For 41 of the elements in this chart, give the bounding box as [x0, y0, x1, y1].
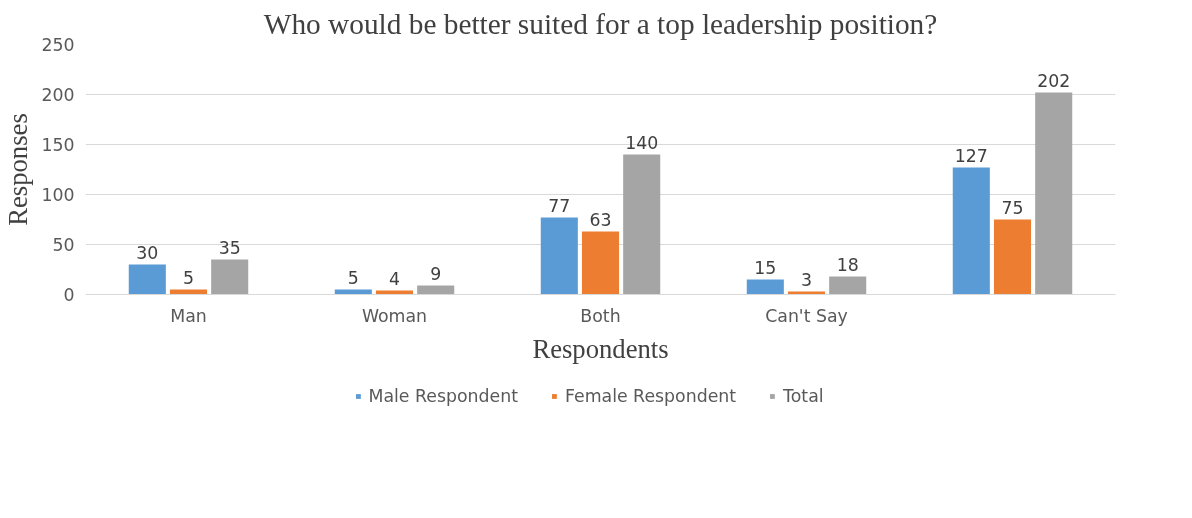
bar — [128, 264, 166, 295]
x-tick-label: Can't Say — [765, 305, 848, 326]
data-label: 77 — [548, 195, 571, 216]
bar — [952, 167, 990, 295]
data-label: 18 — [836, 254, 859, 275]
y-tick-label: 0 — [63, 285, 75, 305]
y-tick-label: 100 — [41, 185, 75, 205]
x-tick-label: Man — [170, 305, 207, 326]
bar — [993, 219, 1032, 295]
bar — [581, 231, 620, 295]
data-label: 9 — [430, 263, 442, 284]
legend-label: Female Respondent — [564, 386, 737, 406]
data-label: 5 — [347, 267, 359, 288]
data-label: 15 — [754, 257, 777, 278]
x-tick-label: Woman — [361, 305, 428, 326]
data-label: 35 — [218, 237, 241, 258]
legend-label: Male Respondent — [368, 386, 518, 406]
bar — [211, 259, 249, 295]
y-tick-label: 150 — [41, 135, 75, 155]
chart-title: Who would be better suited for a top leadership position? — [263, 7, 938, 40]
data-label: 75 — [1001, 197, 1024, 218]
bar — [746, 279, 784, 295]
y-axis-title: Responses — [3, 113, 34, 226]
bar — [540, 217, 578, 295]
data-label: 5 — [182, 267, 195, 288]
bar — [623, 154, 661, 295]
y-tick-label: 250 — [41, 35, 75, 55]
x-axis-title: Respondents — [532, 333, 669, 364]
data-label: 4 — [388, 268, 401, 289]
data-label: 140 — [625, 132, 659, 153]
data-label: 30 — [136, 242, 159, 263]
data-label: 202 — [1037, 70, 1071, 91]
x-tick-label: Both — [580, 305, 621, 326]
y-tick-label: 50 — [52, 235, 75, 255]
bar — [829, 276, 867, 295]
data-label: 127 — [954, 145, 988, 166]
y-tick-label: 200 — [41, 85, 75, 105]
bar — [1035, 92, 1073, 295]
data-label: 63 — [589, 209, 612, 230]
data-label: 3 — [800, 269, 813, 290]
legend-label: Total — [783, 386, 824, 406]
